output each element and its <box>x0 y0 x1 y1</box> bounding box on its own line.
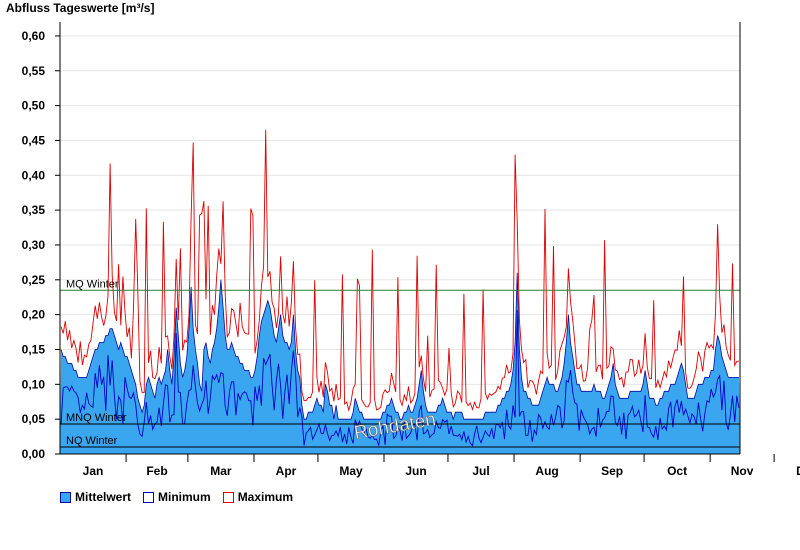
x-tick-label: Dec <box>796 464 800 478</box>
legend-item-minimum: Minimum <box>143 490 211 504</box>
legend-item-mittelwert: Mittelwert <box>60 490 131 504</box>
minimum-line <box>60 310 740 447</box>
legend-label: Minimum <box>158 490 211 504</box>
x-tick-label: Jan <box>83 464 104 478</box>
minimum-swatch <box>143 491 155 503</box>
x-tick-label: May <box>339 464 363 478</box>
series-line-layer <box>60 129 740 447</box>
x-tick-label: Nov <box>731 464 754 478</box>
maximum-swatch <box>222 491 234 503</box>
ref-line-label: MQ Winter <box>66 278 119 290</box>
y-tick-label: 0,45 <box>22 133 46 147</box>
x-tick-label: Oct <box>667 464 687 478</box>
y-tick-label: 0,30 <box>22 238 46 252</box>
axis-layer: 0,00 0,05 0,10 0,15 0,20 0,25 0,30 0,35 0,40 0,45… <box>22 22 800 478</box>
reference-lines-layer: MQ Winter MNQ Winter NQ Winter <box>60 278 740 448</box>
y-tick-label: 0,55 <box>22 64 46 78</box>
y-tick-label: 0,35 <box>22 203 46 217</box>
y-tick-label: 0,05 <box>22 412 46 426</box>
x-tick-label: Apr <box>276 464 297 478</box>
x-tick-label: Feb <box>146 464 167 478</box>
mittelwert-area <box>60 272 740 454</box>
y-tick-label: 0,40 <box>22 168 46 182</box>
mittelwert-area-layer <box>60 272 740 454</box>
y-tick-label: 0,25 <box>22 273 46 287</box>
mittelwert-swatch <box>60 491 71 503</box>
y-tick-label: 0,20 <box>22 308 46 322</box>
legend-label: Mittelwert <box>75 490 132 504</box>
y-tick-label: 0,10 <box>22 377 46 391</box>
legend: Mittelwert Minimum Maximum <box>60 490 293 504</box>
y-tick-label: 0,60 <box>22 29 46 43</box>
chart-title: Abfluss Tageswerte [m³/s] <box>6 1 155 15</box>
ref-line-label: NQ Winter <box>66 435 118 447</box>
y-tick-label: 0,00 <box>22 447 46 461</box>
x-tick-label: Sep <box>601 464 623 478</box>
y-tick-label: 0,50 <box>22 99 46 113</box>
x-tick-label: Jul <box>472 464 489 478</box>
legend-item-maximum: Maximum <box>222 490 294 504</box>
x-tick-label: Jun <box>405 464 426 478</box>
ref-line-label: MNQ Winter <box>66 412 127 424</box>
mittelwert-line <box>60 272 739 421</box>
legend-label: Maximum <box>237 490 294 504</box>
x-tick-label: Mar <box>210 464 232 478</box>
y-tick-label: 0,15 <box>22 342 46 356</box>
x-tick-label: Aug <box>535 464 558 478</box>
maximum-line <box>60 129 739 412</box>
